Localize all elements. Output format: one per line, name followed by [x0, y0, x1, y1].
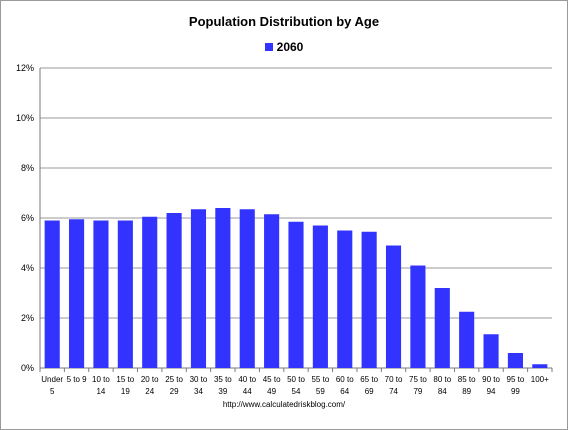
x-tick-label-line: 39	[218, 387, 227, 396]
x-tick-label-line: 55 to	[311, 375, 329, 384]
x-tick-label-line: 75 to	[409, 375, 427, 384]
bar	[239, 209, 255, 368]
x-tick-label-line: 69	[365, 387, 374, 396]
legend: 2060	[0, 40, 568, 54]
x-tick-label-line: 80 to	[433, 375, 451, 384]
x-tick-label-line: 44	[243, 387, 252, 396]
x-tick-label-line: 19	[121, 387, 130, 396]
y-tick-label: 2%	[21, 313, 34, 323]
x-tick-label: 20 to 24	[141, 375, 159, 396]
x-tick-label: 80 to 84	[433, 375, 451, 396]
x-tick-label-line: 54	[292, 387, 301, 396]
y-tick-label: 0%	[21, 363, 34, 373]
legend-series-label: 2060	[276, 40, 304, 54]
x-tick-label: 95 to 99	[507, 375, 525, 396]
y-tick-label: 4%	[21, 263, 34, 273]
bar	[117, 220, 133, 368]
x-tick-label-line: 85 to	[458, 375, 476, 384]
x-tick-label-line: 15 to	[116, 375, 134, 384]
y-tick-label: 6%	[21, 213, 34, 223]
bar	[93, 220, 109, 368]
x-tick-label-line: 74	[389, 387, 398, 396]
x-tick-label: 60 to 64	[336, 375, 354, 396]
x-tick-label: 35 to 39	[214, 375, 232, 396]
y-tick-label: 12%	[16, 63, 34, 73]
x-tick-label-line: 50 to	[287, 375, 305, 384]
x-tick-label-line: 70 to	[385, 375, 403, 384]
x-tick-label-line: 45 to	[263, 375, 281, 384]
x-tick-label-line: 29	[170, 387, 179, 396]
x-tick-label-line: 20 to	[141, 375, 159, 384]
bar	[190, 209, 207, 368]
x-tick-label-line: 10 to	[92, 375, 110, 384]
x-tick-label: 45 to 49	[263, 375, 281, 396]
x-tick-label: 10 to 14	[92, 375, 110, 396]
x-tick-label: 55 to 59	[311, 375, 329, 396]
x-tick-label-line: 60 to	[336, 375, 354, 384]
x-tick-label-line: 40 to	[238, 375, 256, 384]
x-tick-label-line: 5	[50, 387, 55, 396]
x-tick-label: 50 to 54	[287, 375, 305, 396]
x-tick-label-line: 94	[487, 387, 496, 396]
x-tick-label: 85 to 89	[458, 375, 476, 396]
bar	[410, 265, 426, 368]
x-tick-label: 65 to 69	[360, 375, 378, 396]
bar	[44, 220, 60, 368]
x-tick-label-line: 89	[462, 387, 471, 396]
x-tick-label: 70 to 74	[385, 375, 403, 396]
x-tick-label-line: 24	[145, 387, 154, 396]
x-tick-label-line: 79	[413, 387, 422, 396]
chart-title: Population Distribution by Age	[188, 14, 380, 29]
x-tick-label: Under 5	[41, 375, 63, 396]
bar	[264, 214, 280, 368]
bar	[507, 353, 523, 368]
x-tick-label-line: 90 to	[482, 375, 500, 384]
x-tick-label: 15 to 19	[116, 375, 134, 396]
x-tick-label-line: 5 to 9	[67, 375, 88, 384]
bar	[532, 364, 548, 368]
x-tick-label-line: 14	[96, 387, 105, 396]
y-tick-label: 10%	[16, 113, 34, 123]
x-tick-label: 30 to 34	[190, 375, 208, 396]
x-tick-label-line: 30 to	[190, 375, 208, 384]
bar	[385, 245, 402, 368]
legend-swatch	[264, 43, 273, 51]
bar	[166, 213, 182, 368]
x-tick-label-line: 99	[511, 387, 520, 396]
x-tick-label-line: 100+	[531, 375, 549, 384]
x-tick-label: 75 to 79	[409, 375, 427, 396]
x-tick-label-line: 65 to	[360, 375, 378, 384]
bar	[215, 208, 231, 368]
x-tick-label-line: Under	[41, 375, 63, 384]
bar	[337, 230, 353, 368]
bar	[459, 311, 475, 368]
source-label: http://www.calculatedriskblog.com/	[222, 400, 346, 409]
bar	[361, 231, 377, 368]
bar	[288, 221, 304, 368]
bar	[483, 334, 499, 368]
x-tick-label-line: 59	[316, 387, 325, 396]
x-tick-label: 40 to 44	[238, 375, 256, 396]
bar	[69, 219, 85, 368]
x-tick-label-line: 25 to	[165, 375, 183, 384]
x-tick-label-line: 64	[340, 387, 349, 396]
x-tick-label: 90 to 94	[482, 375, 500, 396]
bar	[312, 225, 328, 368]
x-tick-label: 100+	[531, 375, 549, 384]
bar	[434, 288, 450, 368]
x-tick-label-line: 95 to	[507, 375, 525, 384]
x-tick-label: 5 to 9	[67, 375, 88, 384]
x-tick-label: 25 to 29	[165, 375, 183, 396]
x-tick-label-line: 35 to	[214, 375, 232, 384]
y-tick-label: 8%	[21, 163, 34, 173]
bar	[142, 216, 158, 368]
x-tick-label-line: 84	[438, 387, 447, 396]
x-tick-label-line: 49	[267, 387, 276, 396]
x-tick-label-line: 34	[194, 387, 203, 396]
